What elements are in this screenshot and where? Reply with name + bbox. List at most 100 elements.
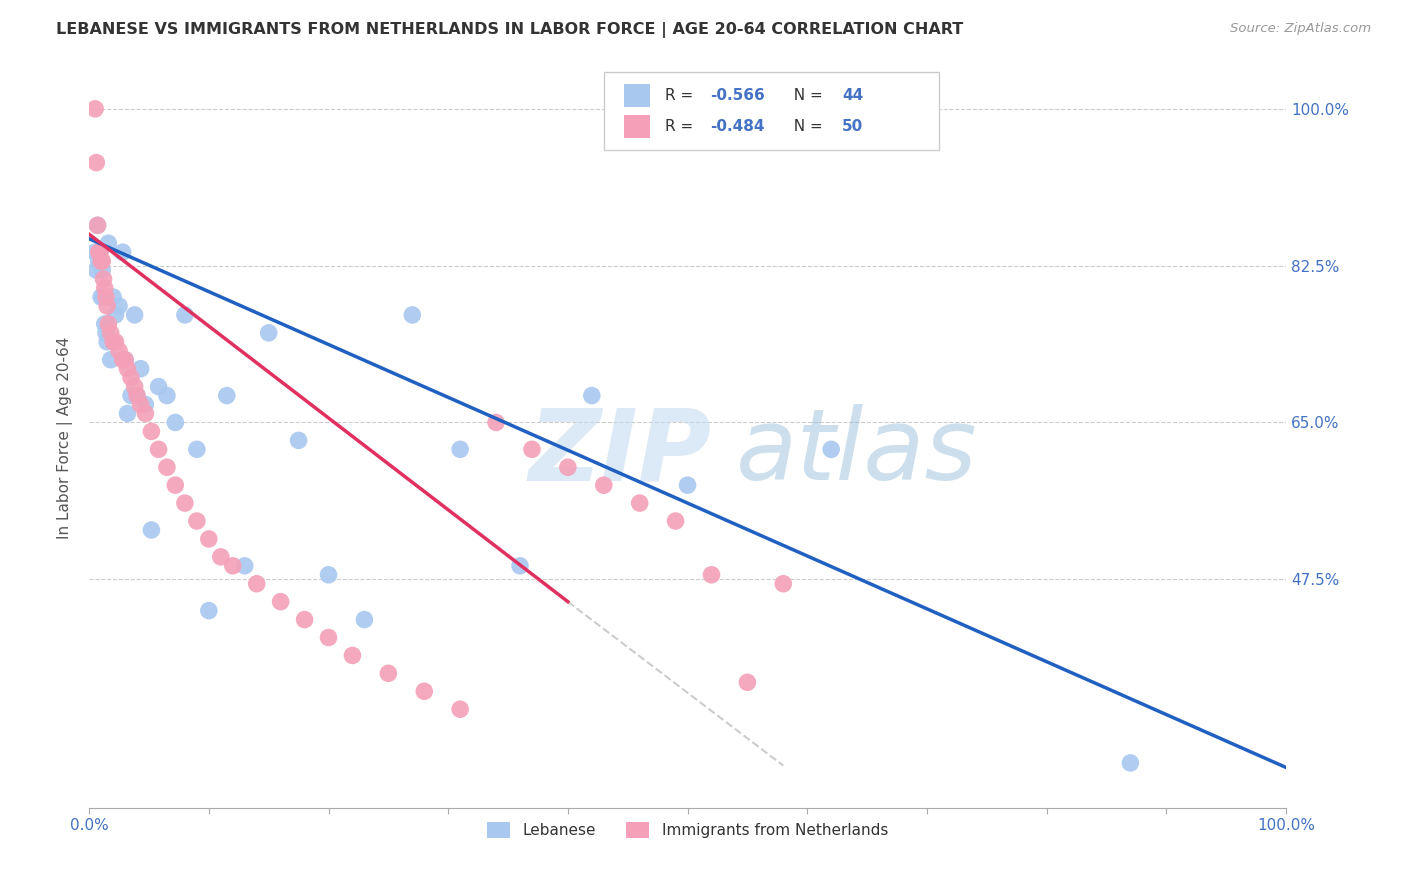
Point xyxy=(676,478,699,492)
Legend: Lebanese, Immigrants from Netherlands: Lebanese, Immigrants from Netherlands xyxy=(481,816,894,845)
Point xyxy=(86,155,108,169)
Point xyxy=(318,567,340,582)
Point xyxy=(165,478,187,492)
Point xyxy=(215,388,238,402)
Point xyxy=(96,299,118,313)
Point xyxy=(86,219,108,233)
Point xyxy=(700,567,723,582)
Text: Source: ZipAtlas.com: Source: ZipAtlas.com xyxy=(1230,22,1371,36)
Point xyxy=(1119,756,1142,770)
Point xyxy=(257,326,280,340)
Point xyxy=(108,299,131,313)
Point xyxy=(84,245,107,260)
Point xyxy=(174,496,197,510)
Point xyxy=(129,398,152,412)
Point xyxy=(449,442,471,457)
Text: N =: N = xyxy=(785,88,828,103)
Point xyxy=(413,684,436,698)
Point xyxy=(156,460,179,475)
Point xyxy=(342,648,364,663)
Point xyxy=(124,379,146,393)
Point xyxy=(114,352,136,367)
Point xyxy=(108,343,131,358)
Point xyxy=(91,263,114,277)
Point xyxy=(772,576,794,591)
Point xyxy=(222,558,245,573)
Point xyxy=(114,352,136,367)
Point xyxy=(246,576,269,591)
Point xyxy=(96,334,118,349)
Point xyxy=(124,308,146,322)
Point xyxy=(97,317,120,331)
Point xyxy=(101,334,124,349)
Point xyxy=(353,613,375,627)
Point xyxy=(318,631,340,645)
Point xyxy=(294,613,316,627)
Point xyxy=(156,388,179,402)
Point xyxy=(148,442,170,457)
Text: R =: R = xyxy=(665,119,697,134)
Point xyxy=(233,558,256,573)
Text: 44: 44 xyxy=(842,88,863,103)
Point xyxy=(120,388,142,402)
Point xyxy=(165,416,187,430)
Point xyxy=(485,416,508,430)
Point xyxy=(94,326,117,340)
Point xyxy=(141,523,163,537)
Point xyxy=(104,334,127,349)
Point xyxy=(557,460,579,475)
Point xyxy=(89,245,111,260)
Point xyxy=(129,361,152,376)
Point xyxy=(104,308,127,322)
Point xyxy=(91,254,114,268)
Point xyxy=(111,245,134,260)
Point xyxy=(148,379,170,393)
Point xyxy=(86,219,108,233)
Point xyxy=(117,407,139,421)
Text: ZIP: ZIP xyxy=(529,404,711,501)
Text: -0.566: -0.566 xyxy=(710,88,765,103)
FancyBboxPatch shape xyxy=(624,115,651,138)
Point xyxy=(401,308,423,322)
Point xyxy=(186,442,208,457)
Point xyxy=(111,352,134,367)
Text: -0.484: -0.484 xyxy=(710,119,765,134)
Point xyxy=(100,326,122,340)
Point xyxy=(174,308,197,322)
Point xyxy=(89,245,111,260)
Point xyxy=(125,388,148,402)
Point xyxy=(209,549,232,564)
Y-axis label: In Labor Force | Age 20-64: In Labor Force | Age 20-64 xyxy=(58,337,73,540)
Point xyxy=(86,263,108,277)
Point xyxy=(287,434,309,448)
Text: 50: 50 xyxy=(842,119,863,134)
Point xyxy=(198,532,221,546)
Point xyxy=(665,514,688,528)
Text: LEBANESE VS IMMIGRANTS FROM NETHERLANDS IN LABOR FORCE | AGE 20-64 CORRELATION C: LEBANESE VS IMMIGRANTS FROM NETHERLANDS … xyxy=(56,22,963,38)
Point xyxy=(120,370,142,384)
Point xyxy=(97,236,120,251)
Point xyxy=(93,317,115,331)
Point xyxy=(94,290,117,304)
Point xyxy=(90,290,112,304)
Point xyxy=(134,407,156,421)
Point xyxy=(449,702,471,716)
Point xyxy=(84,102,107,116)
Text: R =: R = xyxy=(665,88,697,103)
Point xyxy=(101,290,124,304)
Point xyxy=(93,272,115,286)
Point xyxy=(820,442,842,457)
Point xyxy=(628,496,651,510)
Point xyxy=(134,398,156,412)
Point xyxy=(93,281,115,295)
Text: N =: N = xyxy=(785,119,828,134)
Point xyxy=(87,245,110,260)
Text: atlas: atlas xyxy=(735,404,977,501)
FancyBboxPatch shape xyxy=(624,84,651,107)
Point xyxy=(90,254,112,268)
Point xyxy=(581,388,603,402)
Point xyxy=(377,666,399,681)
Point xyxy=(186,514,208,528)
Point xyxy=(100,352,122,367)
Point xyxy=(87,254,110,268)
